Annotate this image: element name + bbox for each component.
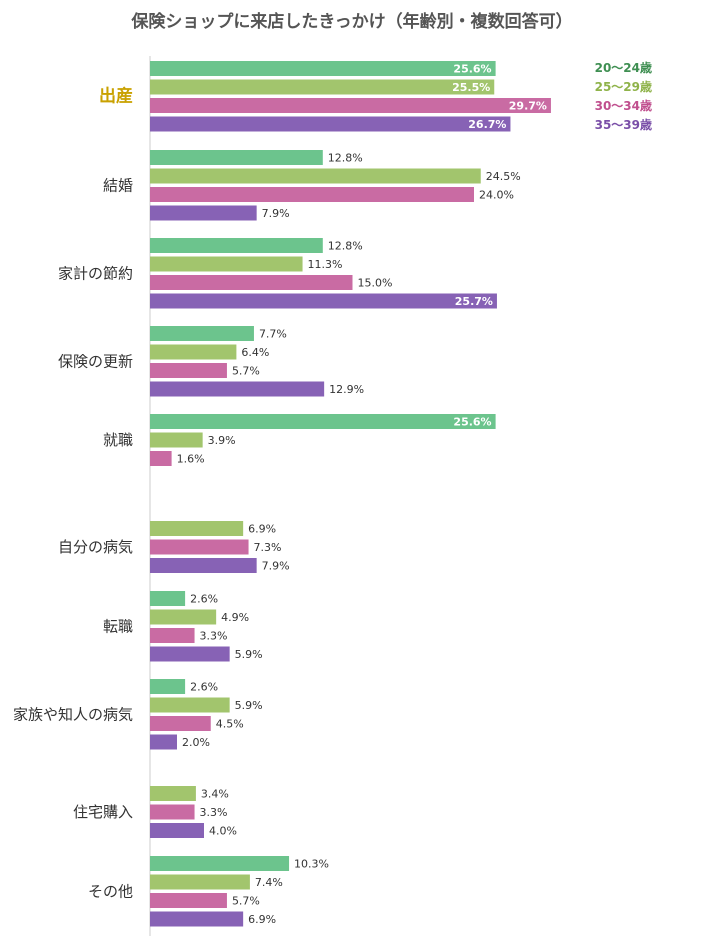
value-label-8-series-1: 2.6% bbox=[190, 681, 218, 694]
value-label-4-series-1: 7.7% bbox=[259, 328, 287, 341]
value-label-7-series-1: 2.6% bbox=[190, 593, 218, 606]
category-label-9: 住宅購入 bbox=[73, 803, 133, 821]
category-label-4: 保険の更新 bbox=[58, 352, 133, 370]
value-label-5-series-3: 1.6% bbox=[177, 453, 205, 466]
value-label-1-series-3: 29.7% bbox=[509, 100, 547, 113]
bar-2-series-1 bbox=[150, 150, 323, 165]
bar-6-series-3 bbox=[150, 539, 249, 555]
value-label-3-series-2: 11.3% bbox=[308, 258, 343, 271]
bar-7-series-1 bbox=[150, 591, 186, 606]
value-label-8-series-3: 4.5% bbox=[216, 718, 244, 731]
value-label-9-series-4: 4.0% bbox=[209, 825, 237, 838]
bar-6-series-2 bbox=[150, 521, 244, 536]
category-label-2: 結婚 bbox=[103, 176, 133, 194]
value-label-3-series-3: 15.0% bbox=[358, 277, 393, 290]
bar-4-series-3 bbox=[150, 363, 227, 378]
value-label-7-series-2: 4.9% bbox=[221, 611, 249, 624]
value-label-6-series-4: 7.9% bbox=[262, 560, 290, 573]
bar-7-series-3 bbox=[150, 628, 195, 643]
bar-1-series-4 bbox=[150, 116, 511, 132]
value-label-9-series-3: 3.3% bbox=[200, 806, 228, 819]
bar-2-series-4 bbox=[150, 205, 257, 221]
bar-6-series-4 bbox=[150, 558, 257, 573]
bar-2-series-2 bbox=[150, 168, 481, 184]
legend: 20〜24歳 25〜29歳 30〜34歳 35〜39歳 bbox=[595, 60, 652, 132]
category-label-10: その他 bbox=[88, 882, 133, 900]
bar-7-series-4 bbox=[150, 646, 230, 662]
bar-3-series-4 bbox=[150, 293, 497, 309]
bar-3-series-1 bbox=[150, 238, 323, 253]
value-label-4-series-3: 5.7% bbox=[232, 365, 260, 378]
bar-10-series-4 bbox=[150, 911, 244, 927]
bar-8-series-3 bbox=[150, 716, 211, 731]
bar-1-series-1 bbox=[150, 61, 496, 76]
bar-10-series-2 bbox=[150, 874, 250, 890]
value-label-6-series-3: 7.3% bbox=[254, 541, 282, 554]
value-label-3-series-1: 12.8% bbox=[328, 240, 363, 253]
value-label-4-series-4: 12.9% bbox=[329, 383, 364, 396]
bar-5-series-3 bbox=[150, 451, 172, 466]
bar-5-series-1 bbox=[150, 414, 496, 429]
bar-9-series-4 bbox=[150, 823, 204, 838]
legend-item-2: 25〜29歳 bbox=[595, 79, 652, 94]
category-label-8: 家族や知人の病気 bbox=[13, 705, 133, 723]
value-label-5-series-2: 3.9% bbox=[208, 434, 236, 447]
value-label-6-series-2: 6.9% bbox=[248, 523, 276, 536]
category-label-5: 就職 bbox=[103, 431, 133, 449]
value-label-9-series-2: 3.4% bbox=[201, 788, 229, 801]
chart-title: 保険ショップに来店したきっかけ（年齢別・複数回答可） bbox=[130, 11, 572, 32]
value-label-8-series-4: 2.0% bbox=[182, 736, 210, 749]
legend-item-1: 20〜24歳 bbox=[595, 60, 652, 75]
bar-4-series-4 bbox=[150, 381, 325, 397]
bar-9-series-3 bbox=[150, 804, 195, 820]
bar-1-series-2 bbox=[150, 79, 495, 95]
value-label-2-series-1: 12.8% bbox=[328, 152, 363, 165]
legend-item-3: 30〜34歳 bbox=[595, 98, 652, 113]
bar-5-series-2 bbox=[150, 432, 203, 448]
value-label-7-series-3: 3.3% bbox=[200, 630, 228, 643]
value-label-1-series-4: 26.7% bbox=[468, 118, 506, 131]
value-label-10-series-1: 10.3% bbox=[294, 858, 329, 871]
bar-7-series-2 bbox=[150, 609, 217, 625]
value-label-2-series-4: 7.9% bbox=[262, 207, 290, 220]
value-label-10-series-2: 7.4% bbox=[255, 876, 283, 889]
value-label-3-series-4: 25.7% bbox=[455, 295, 493, 308]
bar-2-series-3 bbox=[150, 187, 474, 202]
value-label-1-series-2: 25.5% bbox=[452, 81, 490, 94]
category-label-1: 出産 bbox=[99, 85, 133, 106]
legend-item-4: 35〜39歳 bbox=[595, 117, 652, 132]
bar-1-series-3 bbox=[150, 98, 551, 113]
value-label-1-series-1: 25.6% bbox=[453, 63, 491, 76]
bar-8-series-4 bbox=[150, 734, 177, 750]
bar-8-series-2 bbox=[150, 697, 230, 713]
value-label-4-series-2: 6.4% bbox=[241, 346, 269, 359]
value-label-2-series-3: 24.0% bbox=[479, 189, 514, 202]
bar-9-series-2 bbox=[150, 786, 196, 801]
value-label-10-series-4: 6.9% bbox=[248, 913, 276, 926]
category-label-3: 家計の節約 bbox=[58, 264, 133, 282]
value-label-8-series-2: 5.9% bbox=[235, 699, 263, 712]
bar-3-series-3 bbox=[150, 275, 353, 290]
value-label-7-series-4: 5.9% bbox=[235, 648, 263, 661]
bar-3-series-2 bbox=[150, 256, 303, 272]
bar-4-series-1 bbox=[150, 326, 254, 341]
value-label-5-series-1: 25.6% bbox=[453, 416, 491, 429]
category-label-6: 自分の病気 bbox=[58, 538, 133, 556]
bar-4-series-2 bbox=[150, 344, 237, 360]
bar-8-series-1 bbox=[150, 679, 186, 694]
value-label-10-series-3: 5.7% bbox=[232, 895, 260, 908]
value-label-2-series-2: 24.5% bbox=[486, 170, 521, 183]
category-label-7: 転職 bbox=[103, 617, 133, 635]
bar-10-series-3 bbox=[150, 893, 227, 908]
bars-group: 25.6% 25.5% 29.7%26.7% 出産 12.8% 24.5% 24.0% 7.9… bbox=[13, 61, 551, 927]
bar-10-series-1 bbox=[150, 856, 290, 871]
